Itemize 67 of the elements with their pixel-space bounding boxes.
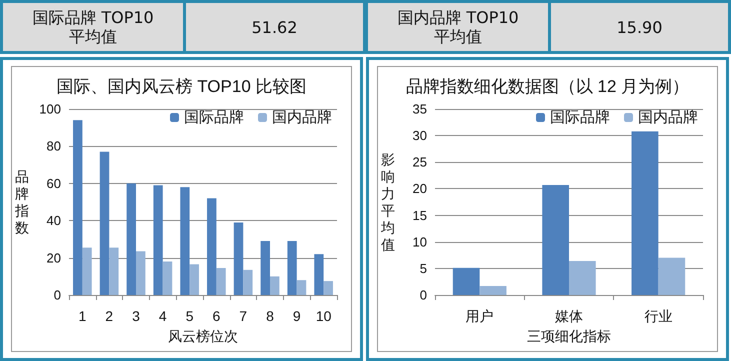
bar bbox=[180, 187, 190, 295]
bar bbox=[153, 185, 163, 295]
bar bbox=[287, 241, 297, 295]
y-tick-label: 10 bbox=[412, 234, 427, 250]
x-tick-label: 3 bbox=[132, 308, 140, 324]
bar bbox=[480, 286, 506, 295]
bar bbox=[314, 254, 324, 295]
x-axis-title: 三项细化指标 bbox=[527, 328, 611, 344]
x-tick-label: 7 bbox=[239, 308, 248, 324]
y-tick-label: 100 bbox=[39, 102, 61, 116]
x-tick-label: 行业 bbox=[644, 308, 672, 324]
chart-title: 品牌指数细化数据图（以 12 月为例） bbox=[406, 77, 690, 96]
y-tick-label: 15 bbox=[412, 208, 427, 223]
y-tick-label: 20 bbox=[46, 250, 61, 266]
bar bbox=[136, 251, 146, 295]
x-tick-label: 6 bbox=[212, 308, 220, 324]
y-axis-title: 影响力平均值 bbox=[380, 152, 395, 252]
text: 15.90 bbox=[551, 3, 728, 51]
bar bbox=[324, 281, 333, 295]
text: 国内品牌 TOP10 平均值 bbox=[368, 3, 548, 51]
y-axis-title: 品牌指数 bbox=[14, 168, 29, 236]
y-tick-label: 5 bbox=[420, 260, 427, 276]
x-tick-label: 9 bbox=[292, 308, 301, 324]
y-tick-label: 80 bbox=[46, 138, 61, 154]
bar bbox=[270, 276, 280, 295]
bar bbox=[207, 198, 216, 295]
bar bbox=[234, 222, 244, 295]
y-tick-label: 0 bbox=[420, 288, 427, 302]
y-tick-label: 25 bbox=[412, 154, 427, 170]
bar bbox=[162, 262, 172, 295]
bar bbox=[109, 248, 119, 295]
bar bbox=[100, 152, 110, 295]
x-tick-label: 5 bbox=[186, 308, 194, 324]
bar bbox=[82, 248, 92, 295]
chart-title: 国际、国内风云榜 TOP10 比较图 bbox=[56, 77, 306, 96]
y-tick-label: 30 bbox=[412, 128, 427, 144]
bar bbox=[569, 260, 596, 295]
y-tick-label: 20 bbox=[412, 181, 427, 196]
x-tick-label: 8 bbox=[266, 308, 274, 324]
y-tick-label: 0 bbox=[54, 288, 61, 302]
legend-label: 国际品牌 bbox=[550, 109, 610, 126]
legend-label: 国际品牌 bbox=[184, 109, 244, 126]
x-axis-title: 风云榜位次 bbox=[168, 328, 238, 344]
x-tick-label: 1 bbox=[78, 308, 86, 324]
x-tick-label: 媒体 bbox=[555, 308, 583, 324]
x-tick-label: 4 bbox=[158, 308, 167, 324]
bar bbox=[190, 264, 199, 295]
y-tick-label: 60 bbox=[46, 176, 61, 191]
bar bbox=[658, 258, 686, 295]
bar bbox=[216, 268, 226, 295]
x-tick-label: 用户 bbox=[466, 308, 494, 324]
legend-label: 国内品牌 bbox=[272, 109, 332, 126]
x-tick-label: 10 bbox=[316, 308, 332, 324]
text: 国际品牌 TOP10 平均值 bbox=[3, 3, 183, 51]
bar bbox=[296, 280, 306, 295]
bar bbox=[126, 183, 136, 295]
bar bbox=[260, 241, 270, 295]
y-tick-label: 35 bbox=[412, 102, 427, 116]
x-tick-label: 2 bbox=[105, 308, 114, 324]
legend-label: 国内品牌 bbox=[638, 109, 698, 126]
bar bbox=[243, 270, 253, 295]
bar bbox=[632, 131, 658, 295]
text: 51.62 bbox=[186, 3, 363, 51]
bar bbox=[542, 184, 569, 295]
y-tick-label: 40 bbox=[46, 213, 61, 228]
bar bbox=[73, 120, 82, 295]
bar bbox=[452, 268, 480, 295]
